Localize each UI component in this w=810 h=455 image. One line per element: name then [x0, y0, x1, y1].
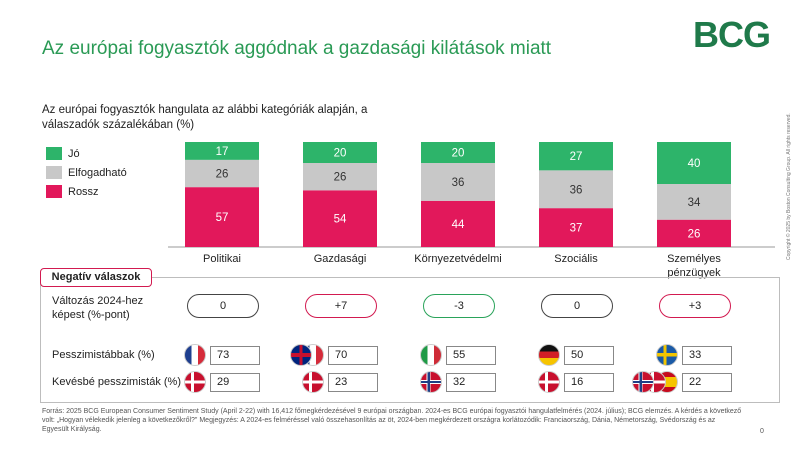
bar-neutral-1 [303, 163, 377, 191]
flag-norway-icon [632, 371, 654, 393]
bar-bad-3 [539, 208, 613, 247]
bar-label-neutral-0: 26 [216, 169, 229, 181]
bar-neutral-4 [657, 184, 731, 220]
pess-more-value: 70 [328, 346, 378, 365]
bar-label-neutral-3: 36 [570, 184, 583, 196]
legend-item-bad: Rossz [46, 185, 99, 198]
bar-label-bad-0: 57 [216, 212, 229, 224]
pess-less-value: 23 [328, 373, 378, 392]
pess-more-row-label: Pesszimistábbak (%) [52, 349, 155, 361]
copyright-note: Copyright © 2025 by Boston Consulting Gr… [786, 113, 792, 260]
pess-less-value: 32 [446, 373, 496, 392]
flag-italy-icon [420, 344, 442, 366]
bar-neutral-2 [421, 163, 495, 201]
bar-good-0 [185, 142, 259, 160]
legend-label-good: Jó [68, 147, 80, 160]
page-number: 0 [760, 428, 764, 435]
bar-label-bad-3: 37 [570, 223, 583, 235]
bar-label-bad-2: 44 [452, 219, 465, 231]
bar-bad-2 [421, 200, 495, 247]
negative-responses-box [40, 277, 780, 403]
change-row-label: Változás 2024-hez képest (%-pont) [52, 295, 144, 321]
bar-good-2 [421, 142, 495, 163]
flag-norway-icon [420, 371, 442, 393]
bar-bad-1 [303, 190, 377, 247]
flag-uk-icon [290, 344, 312, 366]
bar-neutral-3 [539, 170, 613, 209]
category-label-1: Gazdasági [314, 253, 367, 265]
legend-swatch-bad [46, 185, 62, 198]
change-pill: 0 [541, 294, 613, 318]
source-note: Forrás: 2025 BCG European Consumer Senti… [42, 408, 742, 433]
pess-more-value: 33 [682, 346, 732, 365]
legend-swatch-good [46, 147, 62, 160]
bar-bad-0 [185, 187, 259, 247]
bar-label-bad-1: 54 [334, 214, 347, 226]
category-label-2: Környezetvédelmi [414, 253, 501, 265]
category-label-0: Politikai [203, 253, 241, 265]
bar-label-bad-4: 26 [688, 228, 701, 240]
negative-responses-header: Negatív válaszok [40, 268, 152, 287]
bcg-logo: BCG [693, 14, 771, 55]
bar-bad-4 [657, 219, 731, 247]
flag-denmark-icon [302, 371, 324, 393]
bar-label-good-4: 40 [688, 158, 701, 170]
page-title: Az európai fogyasztók aggódnak a gazdasá… [42, 38, 552, 59]
bar-good-1 [303, 142, 377, 163]
pess-more-value: 55 [446, 346, 496, 365]
legend-swatch-neutral [46, 166, 62, 179]
bar-label-good-2: 20 [452, 148, 465, 160]
flag-france-icon [184, 344, 206, 366]
bar-label-neutral-1: 26 [334, 172, 347, 184]
legend-label-bad: Rossz [68, 185, 99, 198]
bar-label-good-1: 20 [334, 148, 347, 160]
category-label-3: Szociális [554, 253, 598, 265]
pess-less-value: 29 [210, 373, 260, 392]
flag-denmark-icon [184, 371, 206, 393]
bar-good-4 [657, 142, 731, 184]
flag-germany-icon [538, 344, 560, 366]
legend-item-good: Jó [46, 147, 80, 160]
pess-less-value: 22 [682, 373, 732, 392]
pess-more-value: 73 [210, 346, 260, 365]
bar-label-good-0: 17 [216, 146, 229, 158]
flag-denmark-icon [538, 371, 560, 393]
category-label-4-line2: pénzügyek [667, 267, 721, 279]
change-pill: +3 [659, 294, 731, 318]
bar-label-neutral-2: 36 [452, 177, 465, 189]
pess-less-value: 16 [564, 373, 614, 392]
legend-label-neutral: Elfogadható [68, 166, 127, 179]
bar-good-3 [539, 142, 613, 171]
bar-label-neutral-4: 34 [688, 197, 701, 209]
bar-label-good-3: 27 [570, 151, 583, 163]
legend-item-neutral: Elfogadható [46, 166, 127, 179]
change-pill: 0 [187, 294, 259, 318]
chart-subtitle: Az európai fogyasztók hangulata az alább… [42, 104, 368, 131]
pess-more-value: 50 [564, 346, 614, 365]
bar-neutral-0 [185, 159, 259, 188]
pess-less-row-label: Kevésbé pesszimisták (%) [52, 376, 181, 388]
flag-sweden-icon [656, 344, 678, 366]
stacked-bar-chart: 57 26 17 Politikai 54 26 20 Gazdasági 44 36 20 Körn… [168, 142, 775, 279]
change-pill: -3 [423, 294, 495, 318]
change-pill: +7 [305, 294, 377, 318]
category-label-4: Személyes [667, 253, 721, 265]
